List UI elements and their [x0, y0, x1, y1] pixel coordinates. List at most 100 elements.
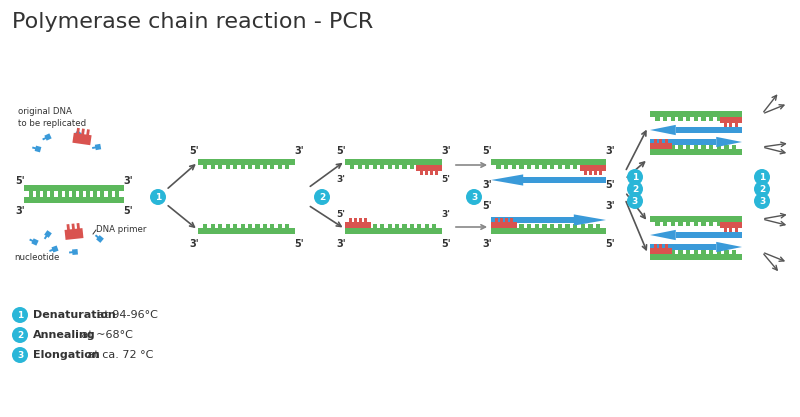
Bar [36, 193, 40, 197]
Bar [550, 224, 554, 228]
Polygon shape [31, 239, 38, 246]
Bar [581, 165, 585, 169]
Bar [709, 250, 714, 254]
Text: 5': 5' [336, 146, 346, 156]
Bar [58, 191, 62, 195]
Bar [380, 224, 384, 228]
Bar [702, 222, 706, 226]
Bar [210, 224, 214, 228]
Bar [663, 117, 667, 121]
Bar [534, 165, 539, 169]
Bar [504, 165, 508, 169]
Bar [494, 218, 498, 222]
Bar [72, 191, 76, 195]
Bar [248, 224, 252, 228]
Bar [286, 224, 290, 228]
Bar [350, 165, 354, 169]
Circle shape [627, 193, 643, 209]
Bar [72, 193, 76, 197]
Text: Annealing: Annealing [33, 330, 96, 340]
Bar [491, 159, 606, 165]
Polygon shape [96, 235, 104, 243]
Bar [724, 222, 729, 226]
Bar [659, 244, 662, 248]
Circle shape [627, 169, 643, 185]
Text: 3': 3' [123, 176, 133, 186]
Bar [588, 224, 593, 228]
Bar [573, 224, 578, 228]
Bar [226, 165, 230, 169]
Bar [686, 117, 690, 121]
Bar [594, 171, 597, 175]
Text: 5': 5' [605, 180, 615, 190]
Bar [573, 165, 578, 169]
Polygon shape [34, 146, 42, 152]
Bar [654, 244, 657, 248]
Bar [43, 193, 47, 197]
Bar [345, 222, 371, 228]
Polygon shape [716, 242, 742, 252]
Bar [588, 165, 593, 169]
Bar [510, 218, 513, 222]
Bar [94, 193, 98, 197]
Bar [599, 171, 602, 175]
Bar [665, 139, 668, 143]
Text: DNA primer: DNA primer [96, 224, 146, 234]
Bar [101, 191, 104, 195]
Bar [107, 193, 111, 197]
Text: 5': 5' [441, 239, 451, 249]
Bar [558, 224, 562, 228]
Circle shape [12, 307, 28, 323]
Bar [203, 165, 207, 169]
Bar [203, 224, 207, 228]
Bar [198, 228, 295, 234]
Bar [512, 224, 516, 228]
Bar [430, 171, 433, 175]
Bar [702, 145, 706, 149]
Text: 1: 1 [632, 173, 638, 181]
Bar [345, 228, 442, 234]
Bar [732, 222, 736, 226]
Bar [496, 224, 501, 228]
Bar [432, 165, 437, 169]
Bar [655, 250, 659, 254]
Bar [735, 123, 738, 127]
Bar [694, 250, 698, 254]
Bar [542, 165, 546, 169]
Bar [504, 224, 508, 228]
Bar [527, 165, 531, 169]
Bar [395, 224, 399, 228]
Bar [65, 193, 69, 197]
Bar [709, 117, 714, 121]
Text: 2: 2 [632, 184, 638, 193]
Bar [500, 218, 502, 222]
Bar [702, 117, 706, 121]
Bar [519, 165, 523, 169]
Bar [24, 185, 124, 191]
Bar [678, 117, 682, 121]
Bar [50, 191, 54, 195]
Bar [358, 224, 362, 228]
Bar [566, 224, 570, 228]
Bar [717, 222, 721, 226]
Bar [233, 224, 237, 228]
Bar [345, 159, 442, 165]
Bar [416, 165, 442, 171]
Bar [519, 224, 523, 228]
Bar [678, 222, 682, 226]
Bar [654, 139, 657, 143]
Bar [79, 191, 83, 195]
Bar [686, 222, 690, 226]
Bar [717, 145, 721, 149]
Polygon shape [95, 144, 101, 150]
Text: 2: 2 [17, 331, 23, 339]
Bar [676, 232, 742, 238]
Bar [496, 165, 501, 169]
Bar [365, 224, 370, 228]
Bar [505, 218, 508, 222]
Text: 3': 3' [442, 209, 450, 219]
Bar [724, 123, 727, 127]
Circle shape [754, 193, 770, 209]
Bar [263, 224, 267, 228]
Bar [678, 250, 682, 254]
